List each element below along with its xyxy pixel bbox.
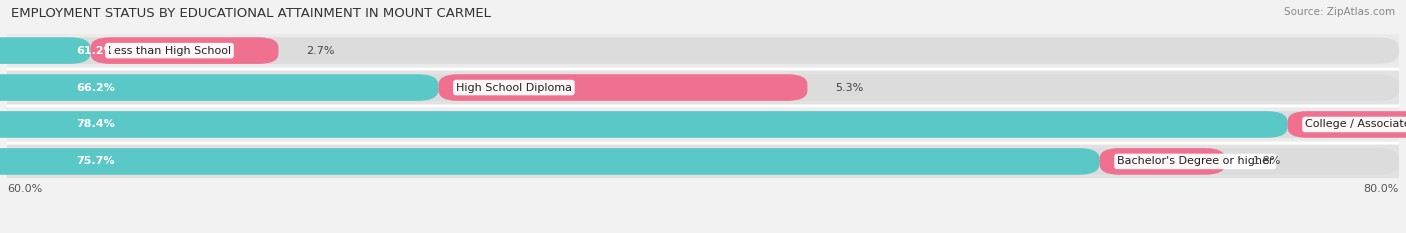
Text: 80.0%: 80.0% bbox=[1364, 184, 1399, 194]
Legend: In Labor Force, Unemployed: In Labor Force, Unemployed bbox=[603, 230, 803, 233]
Text: 60.0%: 60.0% bbox=[7, 184, 42, 194]
Bar bbox=[7, 71, 1399, 104]
Bar bbox=[7, 34, 1399, 67]
FancyBboxPatch shape bbox=[1288, 111, 1406, 138]
Text: 66.2%: 66.2% bbox=[77, 82, 115, 93]
Text: Source: ZipAtlas.com: Source: ZipAtlas.com bbox=[1284, 7, 1395, 17]
Text: 5.3%: 5.3% bbox=[835, 82, 863, 93]
FancyBboxPatch shape bbox=[0, 37, 90, 64]
FancyBboxPatch shape bbox=[0, 74, 439, 101]
FancyBboxPatch shape bbox=[0, 148, 1399, 175]
FancyBboxPatch shape bbox=[0, 111, 1399, 138]
Text: High School Diploma: High School Diploma bbox=[456, 82, 572, 93]
Text: 75.7%: 75.7% bbox=[77, 156, 115, 166]
Text: College / Associate Degree: College / Associate Degree bbox=[1305, 120, 1406, 130]
Bar bbox=[7, 145, 1399, 178]
Text: 1.8%: 1.8% bbox=[1253, 156, 1281, 166]
FancyBboxPatch shape bbox=[0, 111, 1288, 138]
Text: Bachelor's Degree or higher: Bachelor's Degree or higher bbox=[1118, 156, 1274, 166]
FancyBboxPatch shape bbox=[90, 37, 278, 64]
Text: 2.7%: 2.7% bbox=[307, 46, 335, 56]
FancyBboxPatch shape bbox=[1099, 148, 1225, 175]
FancyBboxPatch shape bbox=[0, 74, 1399, 101]
FancyBboxPatch shape bbox=[0, 148, 1099, 175]
FancyBboxPatch shape bbox=[0, 37, 1399, 64]
Text: Less than High School: Less than High School bbox=[108, 46, 231, 56]
Bar bbox=[7, 108, 1399, 141]
Text: EMPLOYMENT STATUS BY EDUCATIONAL ATTAINMENT IN MOUNT CARMEL: EMPLOYMENT STATUS BY EDUCATIONAL ATTAINM… bbox=[11, 7, 491, 20]
Text: 78.4%: 78.4% bbox=[77, 120, 115, 130]
Text: 61.2%: 61.2% bbox=[77, 46, 115, 56]
FancyBboxPatch shape bbox=[439, 74, 807, 101]
